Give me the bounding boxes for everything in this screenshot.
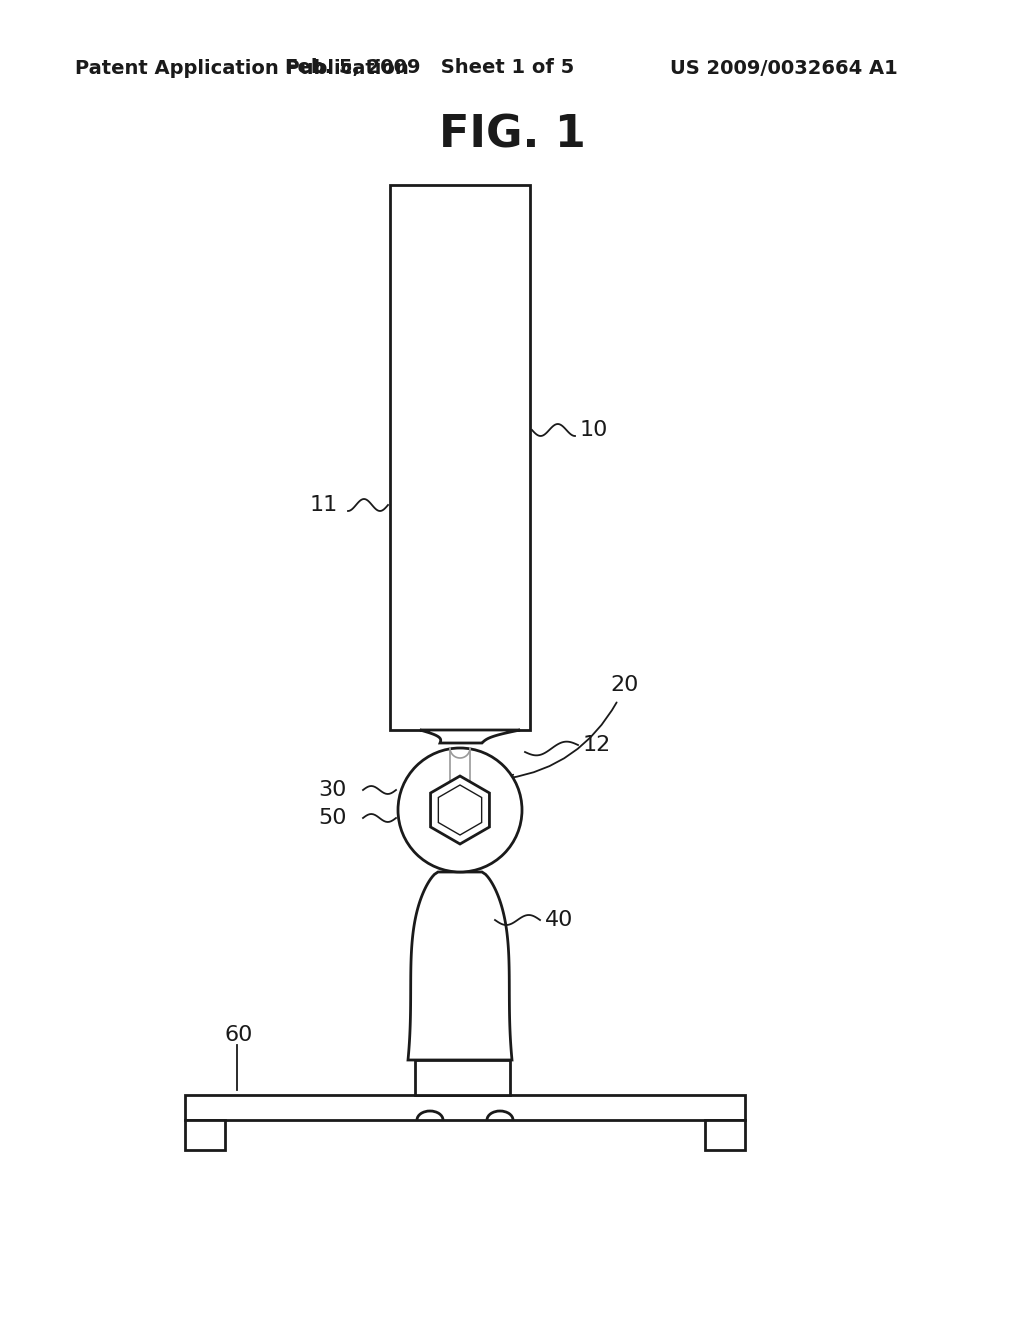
Text: 30: 30 — [318, 780, 346, 800]
Polygon shape — [438, 785, 481, 836]
Text: 11: 11 — [310, 495, 338, 515]
Polygon shape — [430, 776, 489, 843]
Text: 20: 20 — [610, 675, 638, 696]
Circle shape — [398, 748, 522, 873]
Text: FIG. 1: FIG. 1 — [438, 114, 586, 157]
Text: Feb. 5, 2009   Sheet 1 of 5: Feb. 5, 2009 Sheet 1 of 5 — [286, 58, 574, 78]
Polygon shape — [408, 873, 512, 1060]
Polygon shape — [420, 730, 520, 743]
Text: 40: 40 — [545, 909, 573, 931]
Text: US 2009/0032664 A1: US 2009/0032664 A1 — [670, 58, 898, 78]
Polygon shape — [705, 1119, 745, 1150]
Polygon shape — [390, 185, 530, 730]
Polygon shape — [185, 1096, 745, 1119]
Text: 12: 12 — [583, 735, 611, 755]
Text: Patent Application Publication: Patent Application Publication — [75, 58, 409, 78]
Polygon shape — [415, 1060, 510, 1096]
Polygon shape — [185, 1119, 225, 1150]
Text: 50: 50 — [318, 808, 346, 828]
Text: 10: 10 — [580, 420, 608, 440]
Text: 60: 60 — [225, 1026, 253, 1045]
